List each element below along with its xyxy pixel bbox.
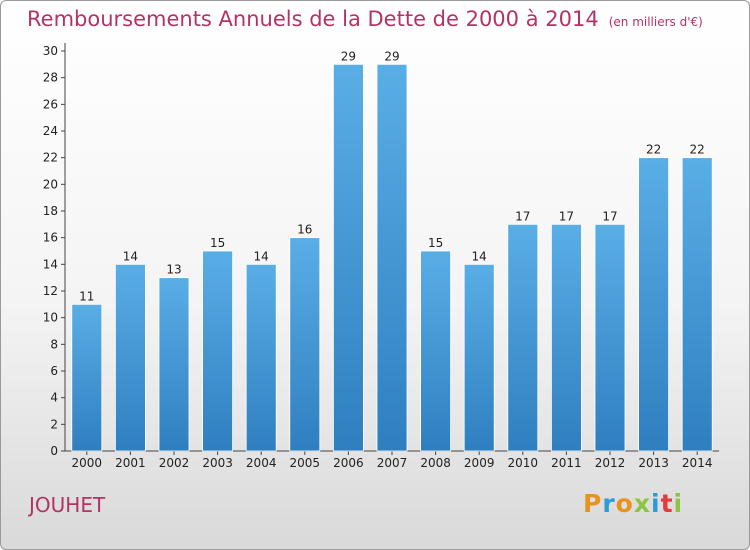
bar-value-label: 13 <box>166 263 181 277</box>
logo-letter: r <box>602 489 616 518</box>
x-tick-label: 2009 <box>464 456 495 470</box>
x-tick-label: 2013 <box>638 456 669 470</box>
x-tick-label: 2001 <box>115 456 146 470</box>
x-tick-label: 2002 <box>159 456 190 470</box>
x-tick-label: 2008 <box>420 456 451 470</box>
bar-value-label: 14 <box>472 249 487 263</box>
city-name: JOUHET <box>29 493 106 517</box>
x-tick-label: 2014 <box>682 456 713 470</box>
bar-value-label: 15 <box>210 236 225 250</box>
logo-letter: i <box>651 489 661 518</box>
bars: 11 14 13 15 14 16 29 29 15 14 17 17 17 22 22 <box>71 49 713 452</box>
logo-letter: i <box>673 489 684 518</box>
x-tick-label: 2007 <box>377 456 408 470</box>
y-tick-label: 4 <box>50 391 58 405</box>
y-tick-label: 26 <box>43 97 58 111</box>
logo-letter: P <box>583 489 603 518</box>
x-tick-label: 2006 <box>333 456 364 470</box>
logo-letter: o <box>615 489 634 518</box>
x-tick-label: 2005 <box>290 456 321 470</box>
bar-value-label: 14 <box>254 249 269 263</box>
y-tick-label: 24 <box>43 124 58 138</box>
chart-title: Remboursements Annuels de la Dette de 20… <box>27 7 703 31</box>
x-tick-label: 2012 <box>595 456 626 470</box>
y-tick-label: 0 <box>50 444 58 458</box>
y-tick-label: 8 <box>50 337 58 351</box>
bar <box>202 250 234 452</box>
y-tick-label: 28 <box>43 71 58 85</box>
y-tick-label: 14 <box>43 257 58 271</box>
bar <box>376 63 408 452</box>
y-tick-label: 20 <box>43 177 58 191</box>
bar <box>332 63 364 452</box>
bar-value-label: 22 <box>646 143 661 157</box>
chart-title-text: Remboursements Annuels de la Dette de 20… <box>27 7 599 31</box>
x-tick-label: 2003 <box>202 456 233 470</box>
bar <box>289 237 321 452</box>
bar-value-label: 29 <box>341 49 356 63</box>
bar-value-label: 14 <box>123 249 138 263</box>
bar-value-label: 29 <box>384 49 399 63</box>
x-tick-label: 2000 <box>72 456 103 470</box>
y-tick-label: 16 <box>43 231 58 245</box>
bar-value-label: 11 <box>79 289 94 303</box>
x-tick-label: 2011 <box>551 456 582 470</box>
bar-value-label: 22 <box>690 143 705 157</box>
bar <box>115 263 146 452</box>
bar <box>638 157 669 452</box>
y-tick-label: 18 <box>43 204 58 218</box>
bar-value-label: 15 <box>428 236 443 250</box>
bar-value-label: 17 <box>602 209 617 223</box>
y-tick-label: 12 <box>43 284 58 298</box>
y-tick-label: 30 <box>43 44 58 58</box>
bar <box>463 263 495 452</box>
y-tick-label: 22 <box>43 151 58 165</box>
bar <box>71 303 103 452</box>
y-tick-label: 2 <box>50 417 58 431</box>
bar-value-label: 17 <box>559 209 574 223</box>
y-tick-label: 10 <box>43 311 58 325</box>
chart-subtitle: (en milliers d'€) <box>608 15 703 29</box>
logo-letter: x <box>633 489 651 518</box>
bar-value-label: 16 <box>297 223 312 237</box>
bar <box>507 223 539 452</box>
bar <box>420 250 452 452</box>
bar <box>158 277 190 452</box>
proxiti-logo: Proxiti <box>583 489 683 518</box>
bar-value-label: 17 <box>515 209 530 223</box>
bar <box>245 263 277 452</box>
x-tick-label: 2010 <box>508 456 539 470</box>
bar <box>551 223 582 452</box>
y-tick-label: 6 <box>50 364 58 378</box>
x-tick-label: 2004 <box>246 456 277 470</box>
logo-letter: t <box>660 489 674 518</box>
bar <box>681 157 713 452</box>
bar <box>594 223 626 452</box>
